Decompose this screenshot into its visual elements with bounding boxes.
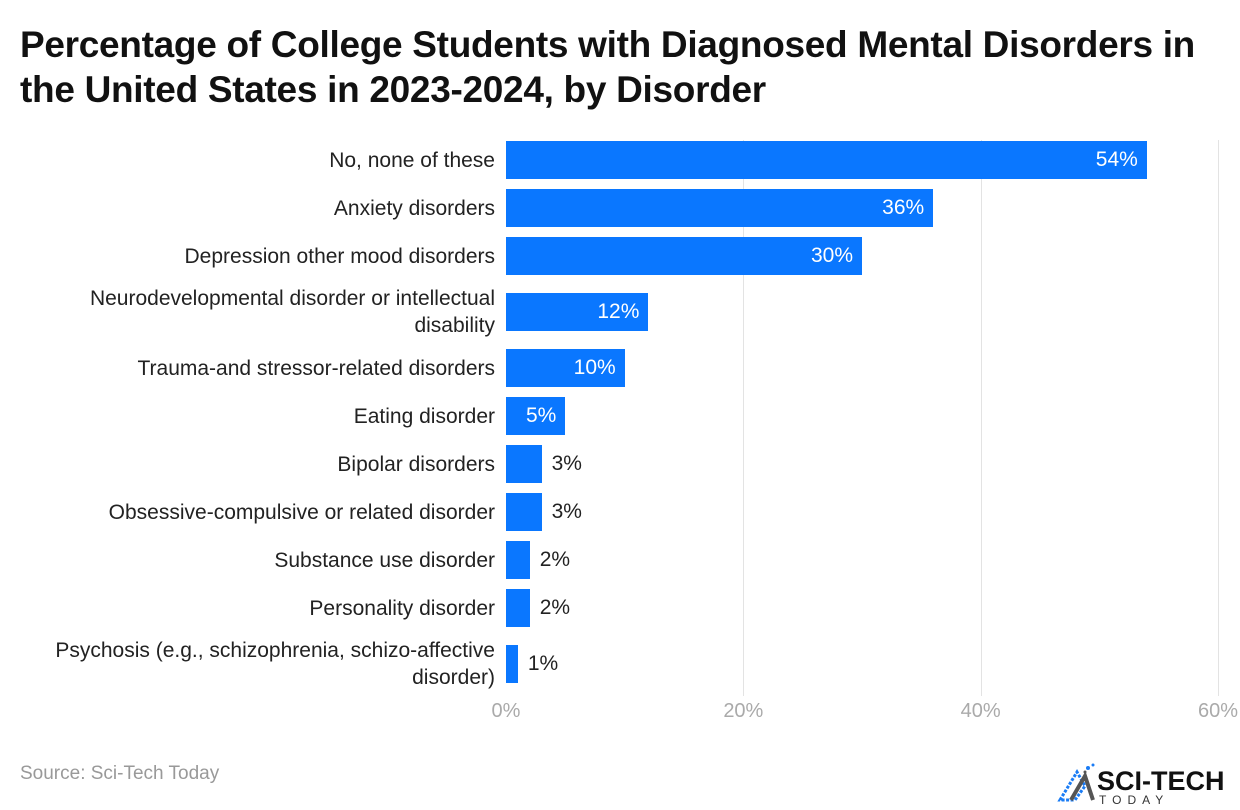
bar [506, 445, 542, 483]
data-label: 30% [810, 244, 853, 267]
bar [506, 141, 1147, 179]
bar [506, 189, 934, 227]
data-label: 12% [597, 300, 640, 323]
category-label: Substance use disorder [274, 548, 495, 572]
category-label: Psychosis (e.g., schizophrenia, schizo-a… [55, 639, 495, 689]
category-label: Eating disorder [353, 404, 495, 428]
data-label: 54% [1095, 148, 1138, 171]
gridline [743, 140, 745, 696]
data-label: 5% [525, 404, 557, 427]
bar [506, 397, 566, 435]
category-label: Personality disorder [309, 596, 495, 620]
category-label: Depression other mood disorders [184, 244, 496, 268]
svg-text:SCI-TECH: SCI-TECH [1097, 766, 1225, 796]
x-tick-label: 20% [723, 700, 764, 722]
category-label: Trauma-and stressor-related disorders [137, 356, 495, 380]
category-label: Bipolar disorders [337, 452, 495, 476]
bar [506, 293, 649, 331]
data-label: 10% [573, 356, 616, 379]
data-label: 2% [539, 596, 571, 619]
x-tick-label: 0% [491, 700, 521, 722]
bar [506, 493, 542, 531]
data-label: 36% [882, 196, 925, 219]
x-tick-label: 40% [960, 700, 1001, 722]
bar [506, 645, 518, 683]
category-label: Anxiety disorders [333, 196, 495, 220]
gridline [980, 140, 982, 696]
bar [506, 349, 625, 387]
bar [506, 541, 530, 579]
data-label: 1% [527, 652, 559, 675]
gridline [1218, 140, 1219, 696]
chart-title: Percentage of College Students with Diag… [20, 24, 1195, 110]
svg-text:TODAY: TODAY [1099, 793, 1169, 805]
x-tick-label: 60% [1197, 700, 1239, 722]
data-label: 3% [551, 500, 582, 523]
data-label: 3% [551, 452, 582, 475]
category-label: No, none of these [329, 148, 495, 172]
category-label: Neurodevelopmental disorder or intellect… [89, 287, 495, 337]
sci-tech-today-logo: SCI-TECH TODAY [1057, 763, 1225, 805]
category-label: Obsessive-compulsive or related disorder [108, 500, 495, 524]
source-note: Source: Sci-Tech Today [20, 763, 220, 784]
data-label: 2% [539, 548, 571, 571]
bar [506, 589, 530, 627]
bar [506, 237, 862, 275]
